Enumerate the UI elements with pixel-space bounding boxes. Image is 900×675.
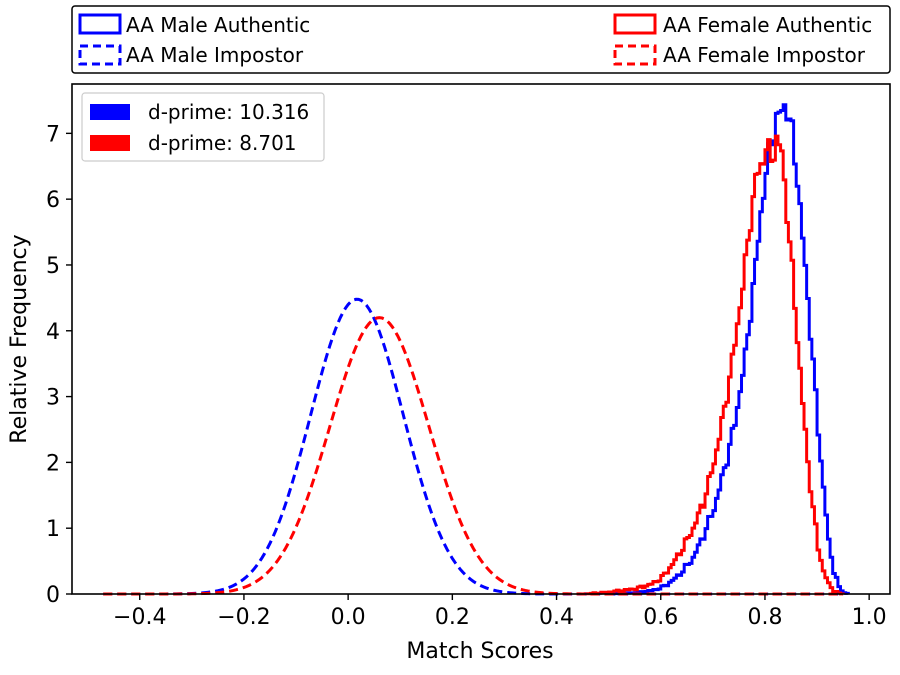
series-line-aa-female-authentic <box>582 134 845 596</box>
legend-swatch-male-authentic <box>78 13 122 35</box>
ticks-layer: −0.4 −0.2 0.0 0.2 0.4 0.6 0.8 1.0 0 1 2 3 4 5 6 7 <box>46 122 887 630</box>
legend-label-male-impostor: AA Male Impostor <box>126 43 304 67</box>
x-tick-label: 1.0 <box>852 605 887 630</box>
x-tick-label: 0.2 <box>435 605 470 630</box>
legend-swatch-female-authentic <box>613 13 657 35</box>
x-tick-label: 0.4 <box>539 605 574 630</box>
dprime-label-female: d-prime: 8.701 <box>148 131 297 155</box>
x-tick-label: 0.6 <box>643 605 678 630</box>
x-axis-label: Match Scores <box>406 639 553 664</box>
legend-label-male-authentic: AA Male Authentic <box>126 13 310 37</box>
top-legend-frame <box>71 5 891 74</box>
y-tick-label: 2 <box>46 451 60 476</box>
dprime-legend: d-prime: 10.316 d-prime: 8.701 <box>81 92 325 162</box>
y-axis-label: Relative Frequency <box>7 234 32 443</box>
dprime-label-male: d-prime: 10.316 <box>148 100 309 124</box>
y-tick-label: 3 <box>46 386 60 411</box>
dprime-legend-frame <box>81 92 325 162</box>
dprime-swatch-female <box>90 135 130 151</box>
y-tick-label: 1 <box>46 517 60 542</box>
plot-frame <box>71 83 891 595</box>
x-tick-label: 0.8 <box>747 605 782 630</box>
series-line-aa-male-authentic <box>608 103 850 596</box>
x-tick-label: −0.4 <box>113 605 166 630</box>
y-tick-label: 7 <box>46 122 60 147</box>
legend-swatch-female-impostor <box>613 44 657 66</box>
y-tick-label: 5 <box>46 254 60 279</box>
plot-background <box>72 84 890 594</box>
y-tick-label: 6 <box>46 188 60 213</box>
x-tick-label: 0.0 <box>331 605 366 630</box>
y-tick-label: 0 <box>46 583 60 608</box>
x-tick-label: −0.2 <box>217 605 270 630</box>
legend-swatch-male-impostor <box>78 44 122 66</box>
top-legend: AA Male Authentic AA Female Authentic AA… <box>71 5 891 74</box>
legend-label-female-authentic: AA Female Authentic <box>663 13 872 37</box>
legend-label-female-impostor: AA Female Impostor <box>663 43 866 67</box>
y-tick-label: 4 <box>46 320 60 345</box>
dprime-swatch-male <box>90 104 130 120</box>
